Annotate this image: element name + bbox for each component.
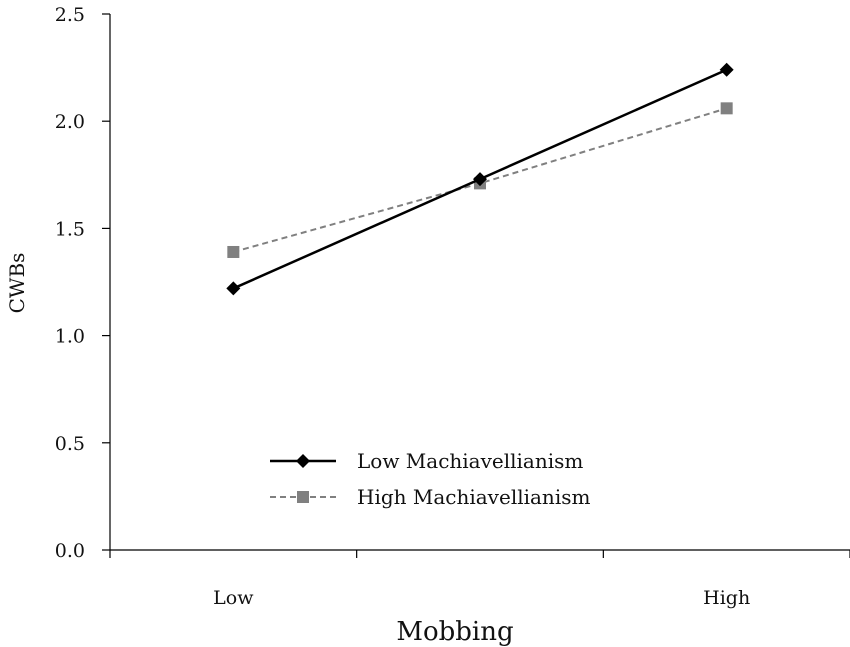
legend-item: High Machiavellianism xyxy=(270,485,590,509)
series-line xyxy=(233,107,727,253)
y-tick-label: 2.5 xyxy=(55,4,85,26)
legend-label: Low Machiavellianism xyxy=(357,449,583,473)
y-tick-label: 0.5 xyxy=(55,433,85,455)
x-tick-label: High xyxy=(703,587,750,609)
y-tick-label: 2.0 xyxy=(55,111,85,133)
data-point xyxy=(227,245,240,258)
y-tick-label: 1.0 xyxy=(55,326,85,348)
series-group xyxy=(226,62,734,296)
axes: 0.0 0.5 1.0 1.5 2.0 2.5 Low High xyxy=(55,4,850,609)
y-tick-label: 1.5 xyxy=(55,218,85,240)
legend-item: Low Machiavellianism xyxy=(270,449,583,473)
y-tick-label: 0.0 xyxy=(55,540,85,562)
data-point xyxy=(226,281,241,296)
series-low-machiavellianism xyxy=(226,62,734,296)
data-point xyxy=(719,62,734,77)
legend-marker xyxy=(297,491,309,503)
data-point xyxy=(473,172,487,187)
y-axis-title: CWBs xyxy=(5,253,29,314)
data-point xyxy=(720,102,733,115)
legend: Low Machiavellianism High Machiavellianis… xyxy=(270,449,590,509)
x-tick-label: Low xyxy=(213,587,254,609)
legend-label: High Machiavellianism xyxy=(357,485,590,509)
x-axis-title: Mobbing xyxy=(396,617,513,647)
legend-marker xyxy=(296,454,310,468)
